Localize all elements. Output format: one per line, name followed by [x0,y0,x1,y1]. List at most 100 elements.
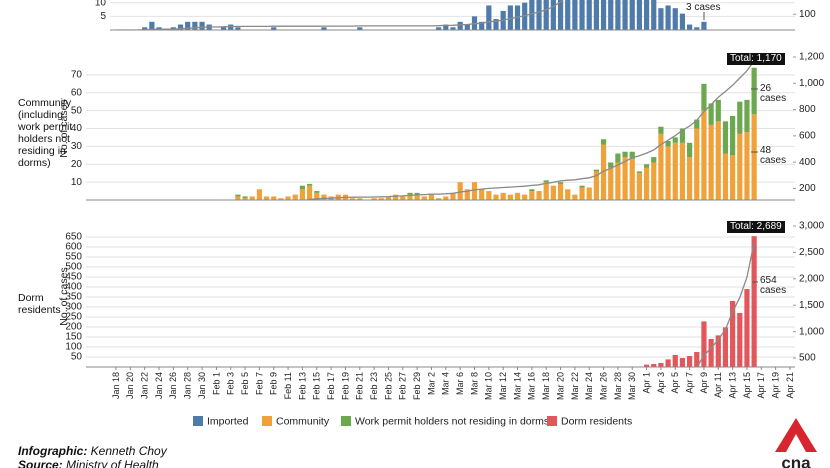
bar [629,151,635,159]
bar [715,99,721,122]
bar [407,194,413,200]
bar [529,0,535,30]
bar [299,189,306,200]
bar [486,5,492,30]
plot-area [86,60,795,200]
bar [543,0,549,30]
bar [651,162,657,200]
bar [737,101,743,134]
bar [744,132,750,200]
bar [751,114,757,200]
x-tick-label: Feb 25 [383,372,393,400]
y2-tick-label: 400 [799,157,816,168]
bar [256,189,262,200]
bar [679,358,686,367]
y-tick-label: 60 [71,87,83,98]
bar [608,0,614,30]
y-tick-label: 30 [71,141,83,152]
cumulative-line [302,60,755,200]
x-tick-label: Apr 19 [771,372,781,399]
y-tick-label: 350 [65,292,82,303]
bar [600,144,607,200]
bar [687,356,693,367]
y2-tick-label: 1,000 [799,326,824,337]
x-tick-label: Apr 17 [756,372,766,399]
bar [636,0,643,30]
bar [414,192,420,195]
y2-tick-label: 1,500 [799,300,824,311]
bar [522,194,528,200]
bar [751,236,757,367]
bar [722,327,729,367]
bar [622,0,628,30]
bar [730,115,736,156]
bar [550,185,556,200]
bar [701,21,707,30]
bar [299,185,306,190]
bar [715,335,721,367]
bar [730,301,736,367]
x-tick-label: Jan 18 [111,372,121,399]
bar [443,24,449,30]
legend-swatch [193,416,203,426]
y-tick-label: 550 [65,252,82,263]
bar [687,142,693,158]
y-tick-label: 500 [65,262,82,273]
bar [672,142,678,200]
bar [543,180,549,183]
bar [529,189,535,192]
y-tick-label: 450 [65,272,82,283]
bar [687,24,693,30]
bar [471,182,478,200]
x-tick-label: Feb 5 [240,372,250,395]
bar [314,192,320,200]
x-tick-label: Jan 22 [140,372,150,399]
bar [722,121,729,154]
bar [507,5,513,30]
bar [708,339,714,367]
y-tick-label: 40 [71,123,83,134]
bar [579,0,585,30]
panel-label: Community (including work permit holders… [18,97,73,169]
bar [479,189,485,200]
bar [658,8,664,30]
bar [464,189,470,200]
x-tick-label: Apr 3 [656,372,666,394]
x-tick-label: Apr 15 [742,372,752,399]
bar [220,27,227,30]
bar [572,194,578,200]
y2-tick-label: 1,000 [799,78,824,89]
bar [744,289,750,367]
x-tick-label: Feb 7 [254,372,264,395]
bar [450,192,456,200]
bar [443,196,449,200]
bar [407,192,413,195]
bar [464,24,470,30]
x-tick-label: Mar 12 [498,372,508,400]
bar [235,194,241,197]
bar [730,155,736,200]
bar [450,27,456,30]
bar [514,192,521,200]
bar [701,110,707,200]
bar [665,359,671,367]
credit-label: Infographic: [18,444,88,458]
bar [708,103,714,125]
bar [357,27,363,30]
bar [694,128,700,200]
x-tick-label: Feb 3 [226,372,236,395]
x-tick-label: Mar 30 [627,372,637,400]
bar [400,196,406,200]
bar [579,185,585,188]
x-tick-label: Feb 11 [283,372,293,399]
y2-tick-label: 800 [799,104,816,115]
legend-label: Dorm residents [561,415,632,427]
x-tick-label: Feb 27 [398,372,408,400]
x-tick-label: Jan 28 [183,372,193,399]
bar [177,24,184,30]
x-tick-label: Apr 1 [641,372,651,394]
x-tick-label: Feb 29 [412,372,422,400]
bar [271,27,277,30]
bar [314,191,320,193]
